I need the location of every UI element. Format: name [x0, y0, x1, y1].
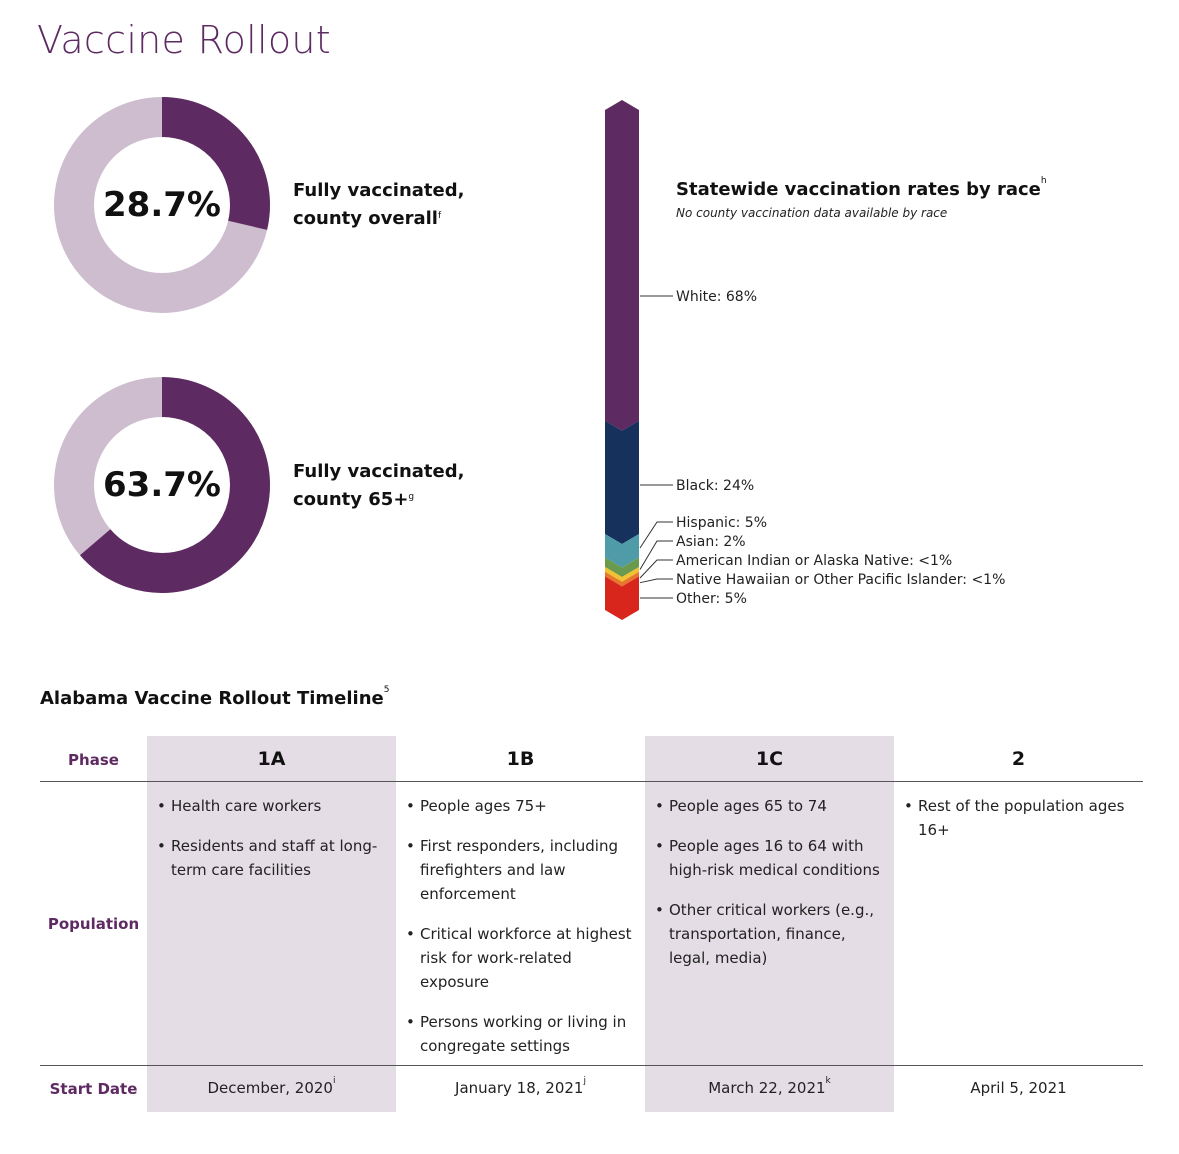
timeline-title: Alabama Vaccine Rollout Timeline5: [40, 685, 390, 709]
start-date-text: March 22, 2021: [708, 1079, 826, 1097]
list-item: Critical workforce at highest risk for w…: [406, 922, 634, 994]
segment-label: Asian: 2%: [676, 534, 746, 550]
footnote-marker: g: [408, 492, 415, 502]
bar-segment-hispanic: [605, 533, 639, 568]
footnote-marker: k: [825, 1076, 831, 1086]
column-shade-1a: [147, 736, 396, 1112]
population-list-1c: People ages 65 to 74 People ages 16 to 6…: [655, 794, 883, 986]
bar-segment-native-hawaiian-or-other-pacific-islander: [605, 571, 639, 587]
population-list-2: Rest of the population ages 16+: [904, 794, 1132, 858]
donut-fill: [54, 377, 270, 593]
start-date-text: December, 2020: [207, 1079, 333, 1097]
rollout-timeline-table: Phase Population Start Date 1A Health ca…: [40, 736, 1143, 1112]
population-list-1b: People ages 75+ First responders, includ…: [406, 794, 634, 1074]
list-item: First responders, including firefighters…: [406, 834, 634, 906]
leader-line: [639, 540, 673, 570]
donut-label-line1: Fully vaccinated,: [293, 461, 465, 482]
leader-line: [639, 521, 673, 549]
footnote-marker: i: [332, 1076, 336, 1086]
segment-label: White: 68%: [676, 289, 757, 305]
segment-label: Other: 5%: [676, 591, 747, 607]
footnote-marker: h: [1040, 176, 1047, 186]
bar-segment-asian: [605, 557, 639, 577]
list-item: Health care workers: [157, 794, 385, 818]
footnote-marker: j: [583, 1076, 586, 1086]
list-item: Residents and staff at long-term care fa…: [157, 834, 385, 882]
donut-label-line1: Fully vaccinated,: [293, 180, 465, 201]
leader-line: [639, 559, 673, 579]
phase-header-1b: 1B: [506, 748, 535, 770]
divider-line: [40, 1065, 1143, 1066]
start-date-1c: March 22, 2021k: [645, 1076, 894, 1097]
phase-header-2: 2: [1011, 748, 1026, 770]
list-item: People ages 65 to 74: [655, 794, 883, 818]
row-label-start-date: Start Date: [49, 1080, 138, 1098]
population-list-1a: Health care workers Residents and staff …: [157, 794, 385, 898]
bar-segment-other: [605, 576, 639, 620]
list-item: Rest of the population ages 16+: [904, 794, 1132, 842]
donut-value: 63.7%: [103, 465, 221, 505]
segment-label: Black: 24%: [676, 478, 754, 494]
segment-label: American Indian or Alaska Native: <1%: [676, 553, 952, 569]
divider-line: [40, 781, 1143, 782]
donut-value: 28.7%: [103, 185, 221, 225]
race-vaccination-bar-chart: White: 68% Black: 24% Hispanic: 5% Asian: 2…: [605, 100, 1005, 620]
race-chart-title: Statewide vaccination rates by raceh: [676, 176, 1047, 200]
segment-label: Native Hawaiian or Other Pacific Islande…: [676, 572, 1005, 588]
race-chart-title-text: Statewide vaccination rates by race: [676, 179, 1041, 200]
donut-chart-county-65-plus: 63.7%: [54, 377, 270, 593]
bar-segment-white: [605, 100, 639, 431]
timeline-title-text: Alabama Vaccine Rollout Timeline: [40, 688, 384, 709]
start-date-2: April 5, 2021: [894, 1079, 1143, 1097]
row-label-population: Population: [47, 915, 140, 933]
bar-segment-american-indian-or-alaska-native: [605, 566, 639, 582]
leader-line: [639, 578, 673, 584]
donut-graphic: [54, 377, 270, 593]
footnote-marker: f: [437, 211, 442, 221]
footnote-marker: 5: [383, 685, 390, 695]
list-item: People ages 75+: [406, 794, 634, 818]
donut-label-line2: county overall: [293, 208, 438, 229]
bar-segment-black: [605, 420, 639, 544]
phase-header-1a: 1A: [257, 748, 286, 770]
donut-chart-county-overall: 28.7%: [54, 97, 270, 313]
phase-header-1c: 1C: [755, 748, 784, 770]
donut-label-line2: county 65+: [293, 489, 409, 510]
donut-fill: [54, 97, 270, 313]
list-item: Persons working or living in congregate …: [406, 1010, 634, 1058]
start-date-text: January 18, 2021: [455, 1079, 584, 1097]
start-date-text: April 5, 2021: [970, 1079, 1067, 1097]
list-item: Other critical workers (e.g., transporta…: [655, 898, 883, 970]
page-title: Vaccine Rollout: [37, 18, 332, 62]
donut-label-county-overall: Fully vaccinated, county overallf: [293, 177, 513, 233]
start-date-1a: December, 2020i: [147, 1076, 396, 1097]
row-label-phase: Phase: [68, 751, 119, 769]
race-chart-note: No county vaccination data available by …: [676, 206, 948, 220]
start-date-1b: January 18, 2021j: [396, 1076, 645, 1097]
donut-graphic: [54, 97, 270, 313]
donut-label-county-65-plus: Fully vaccinated, county 65+g: [293, 458, 513, 514]
list-item: People ages 16 to 64 with high-risk medi…: [655, 834, 883, 882]
segment-label: Hispanic: 5%: [676, 515, 767, 531]
